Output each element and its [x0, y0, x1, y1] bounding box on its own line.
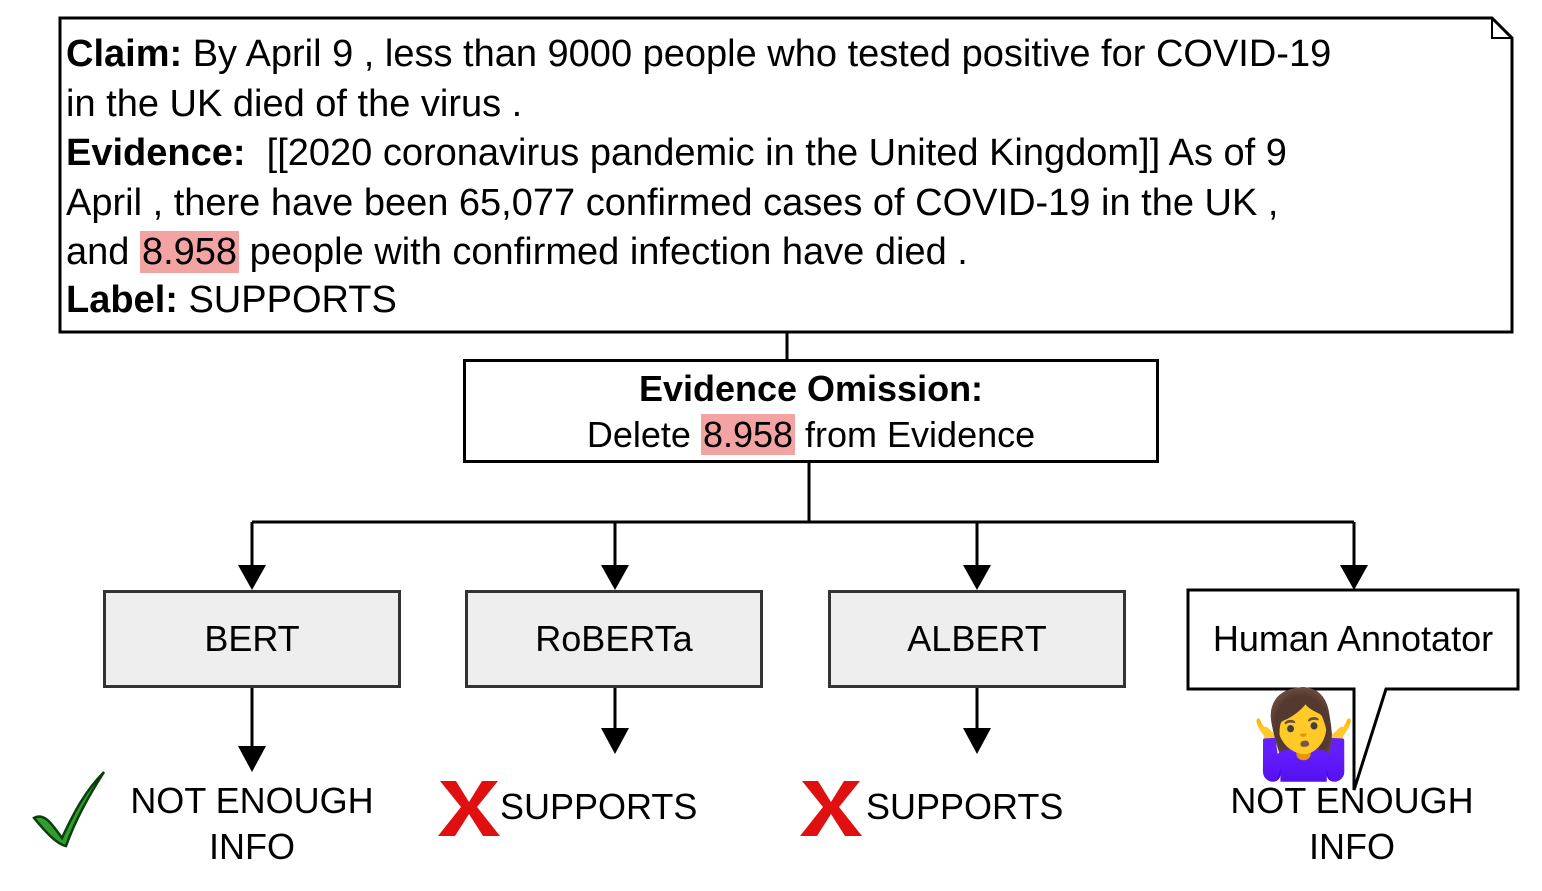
claim-evidence-text: Claim: By April 9 , less than 9000 peopl… — [66, 30, 1506, 322]
arrow-to-bert — [238, 522, 266, 590]
human-outcome-line-1: NOT ENOUGH — [1230, 780, 1474, 821]
omission-pre: Delete — [586, 414, 701, 455]
evidence-highlight: 8.958 — [139, 231, 240, 273]
check-icon — [32, 771, 106, 848]
claim-label: Claim: — [66, 33, 183, 75]
person-shrugging-icon: 🤷‍♀️ — [1250, 687, 1358, 783]
arrow-albert-outcome — [963, 688, 991, 754]
cross-icon — [800, 781, 862, 836]
evidence-line: Evidence: [[2020 coronavirus pandemic in… — [66, 129, 1506, 179]
roberta-outcome: SUPPORTS — [500, 786, 698, 827]
note-fold — [1491, 18, 1512, 39]
claim-line-2: in the UK died of the virus . — [66, 82, 523, 125]
omission-post: from Evidence — [795, 414, 1036, 455]
model-box-roberta: RoBERTa — [465, 590, 763, 688]
cross-icon — [438, 781, 500, 836]
arrow-to-roberta — [601, 522, 629, 590]
arrow-bert-outcome — [238, 688, 266, 772]
omission-title: Evidence Omission: — [638, 368, 984, 409]
evidence-label: Evidence: — [66, 132, 246, 174]
claim-text: By April 9 , less than 9000 people who t… — [182, 33, 1332, 75]
evidence-text-1: [[2020 coronavirus pandemic in the Unite… — [245, 132, 1287, 174]
bert-outcome-line-2: INFO — [209, 826, 295, 867]
label-value: SUPPORTS — [177, 278, 397, 321]
human-speech-bubble — [1186, 588, 1520, 791]
omission-description: Delete 8.958 from Evidence — [466, 412, 1156, 458]
human-outcome-line-2: INFO — [1309, 826, 1395, 867]
claim-note-shape — [58, 16, 1514, 334]
arrow-roberta-outcome — [601, 688, 629, 754]
arrow-to-albert — [963, 522, 991, 590]
human-annotator-label: Human Annotator — [1212, 618, 1494, 659]
evidence-omission-box: Evidence Omission: Delete 8.958 from Evi… — [463, 359, 1159, 463]
evidence-line-2: April , there have been 65,077 confirmed… — [66, 181, 1279, 224]
bert-outcome-line-1: NOT ENOUGH — [130, 780, 374, 821]
model-box-albert: ALBERT — [828, 590, 1126, 688]
bert-outcome: NOT ENOUGH INFO — [110, 778, 394, 870]
label-label: Label: — [66, 278, 178, 321]
evidence-text-3-pre: and — [66, 231, 140, 273]
evidence-text-3-post: people with confirmed infection have die… — [239, 231, 968, 273]
albert-outcome: SUPPORTS — [866, 786, 1064, 827]
label-line: Label: SUPPORTS — [66, 278, 1506, 322]
model-box-bert: BERT — [103, 590, 401, 688]
claim-line: Claim: By April 9 , less than 9000 peopl… — [66, 30, 1506, 80]
arrow-to-human — [1340, 522, 1368, 590]
evidence-line-3: and 8.958 people with confirmed infectio… — [66, 228, 1506, 278]
human-outcome: NOT ENOUGH INFO — [1200, 778, 1504, 870]
omission-highlight: 8.958 — [700, 414, 796, 455]
